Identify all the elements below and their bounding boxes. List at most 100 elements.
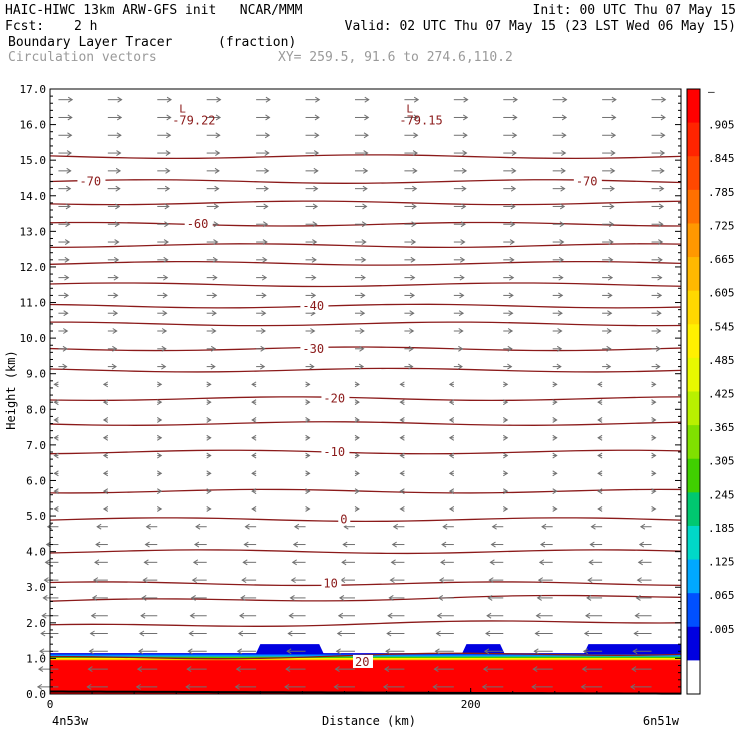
wind-vector-head: [363, 150, 369, 156]
wind-vector-head: [260, 328, 266, 334]
wind-vector-head: [157, 399, 163, 406]
header-fcst-label: Fcst:: [5, 19, 45, 34]
wind-vector-head: [560, 185, 566, 192]
wind-vector-head: [552, 399, 558, 406]
wind-vector-head: [458, 328, 464, 334]
wind-vector-head: [206, 506, 212, 512]
wind-vector-head: [361, 256, 367, 263]
wind-vector-head: [102, 452, 109, 459]
wind-vector-head: [241, 577, 247, 584]
colorbar: – .905 .845 .785 .725 .665 .605 .545 .485 .425 .36…: [686, 85, 735, 695]
wind-vector-head: [162, 310, 168, 317]
colorbar-swatch: [687, 324, 700, 359]
wind-vector-head: [113, 292, 119, 299]
wind-vector-head: [462, 150, 468, 156]
wind-vector-head: [437, 594, 444, 601]
wind-vector-head: [561, 150, 567, 156]
wind-vector-head: [305, 488, 311, 495]
wind-vector-head: [115, 185, 121, 192]
y-tick-label: 4.0: [26, 546, 46, 559]
wind-vector-head: [211, 328, 217, 334]
y-tick-label: 2.0: [26, 617, 46, 630]
wind-vector-head: [96, 523, 102, 530]
wind-vector-head: [635, 594, 641, 601]
wind-vector-head: [440, 559, 446, 566]
wind-vector-head: [460, 239, 466, 245]
colorbar-label: .245: [708, 488, 735, 501]
wind-vector-head: [195, 523, 201, 530]
wind-vector-head: [561, 114, 568, 121]
colorbar-swatch: [687, 189, 700, 224]
wind-vector-head: [354, 434, 360, 441]
wind-vector-head: [116, 114, 123, 121]
y-tick-label: 14.0: [20, 190, 47, 203]
colorbar-label: .425: [708, 388, 735, 401]
wind-vector-head: [290, 577, 296, 584]
wind-vector-head: [251, 434, 257, 441]
wind-vector-head: [235, 666, 241, 673]
wind-vector-head: [503, 506, 509, 512]
wind-vector-head: [359, 345, 365, 352]
wind-vector-head: [651, 506, 657, 512]
wind-vector-head: [312, 203, 319, 210]
wind-vector-head: [293, 523, 300, 530]
wind-vector-head: [360, 292, 366, 299]
x-tick-label: 200: [461, 698, 481, 711]
wind-vector-head: [362, 185, 368, 192]
colorbar-swatch: [687, 122, 700, 157]
wind-vector-head: [115, 167, 122, 174]
wind-vector-head: [313, 185, 319, 192]
contour-line: [49, 581, 682, 587]
wind-vector-head: [597, 381, 603, 388]
wind-vector-head: [263, 203, 269, 210]
wind-vector-head: [597, 417, 603, 423]
wind-vector-head: [606, 345, 612, 352]
minimum-marker: L: [406, 102, 413, 115]
wind-vector-head: [651, 381, 657, 388]
wind-vector-head: [214, 185, 220, 192]
contour-line: [49, 449, 682, 455]
wind-vector-head: [532, 666, 538, 673]
wind-vector-head: [213, 221, 219, 228]
wind-vector-head: [215, 132, 221, 139]
wind-vector-head: [656, 310, 662, 317]
wind-vector-head: [458, 345, 464, 352]
colorbar-swatch: [687, 223, 700, 258]
wind-vector-head: [413, 96, 420, 103]
wind-vector-head: [102, 399, 109, 406]
wind-vector-head: [161, 345, 167, 352]
wind-vector-head: [597, 470, 603, 477]
wind-vector-head: [212, 292, 218, 299]
contour-line: [49, 154, 682, 160]
wind-vector-head: [597, 434, 603, 441]
wind-vector-head: [409, 328, 415, 334]
x-axis-label: Distance (km): [322, 714, 416, 728]
colorbar-swatch: [687, 626, 700, 661]
wind-vector-head: [633, 630, 639, 637]
wind-vector-head: [210, 363, 216, 370]
tracer-band: [50, 660, 681, 694]
wind-vector-head: [582, 648, 589, 655]
wind-vector-head: [157, 434, 163, 441]
wind-vector-head: [62, 345, 68, 352]
wind-vector-head: [260, 345, 266, 352]
wind-vector-head: [507, 345, 513, 352]
plot-frame: [49, 88, 682, 695]
wind-vector-head: [503, 470, 509, 477]
wind-vector-head: [312, 239, 318, 245]
wind-vector-head: [287, 630, 293, 637]
wind-vector-head: [44, 559, 50, 566]
left-endpoint-label: 4n53w: [52, 714, 89, 728]
wind-vector-head: [164, 185, 171, 192]
wind-vector-head: [94, 559, 100, 566]
wind-vector-head: [438, 577, 445, 584]
wind-vector-head: [95, 541, 101, 548]
wind-vector-head: [609, 221, 615, 228]
colorbar-label: .545: [708, 320, 735, 333]
contour-label: -70: [576, 175, 598, 189]
contour-label: 10: [323, 577, 337, 591]
contour-label: -40: [302, 299, 324, 313]
wind-vector-head: [102, 506, 109, 512]
colorbar-label: .785: [708, 186, 735, 199]
contour-label: -70: [79, 175, 101, 189]
